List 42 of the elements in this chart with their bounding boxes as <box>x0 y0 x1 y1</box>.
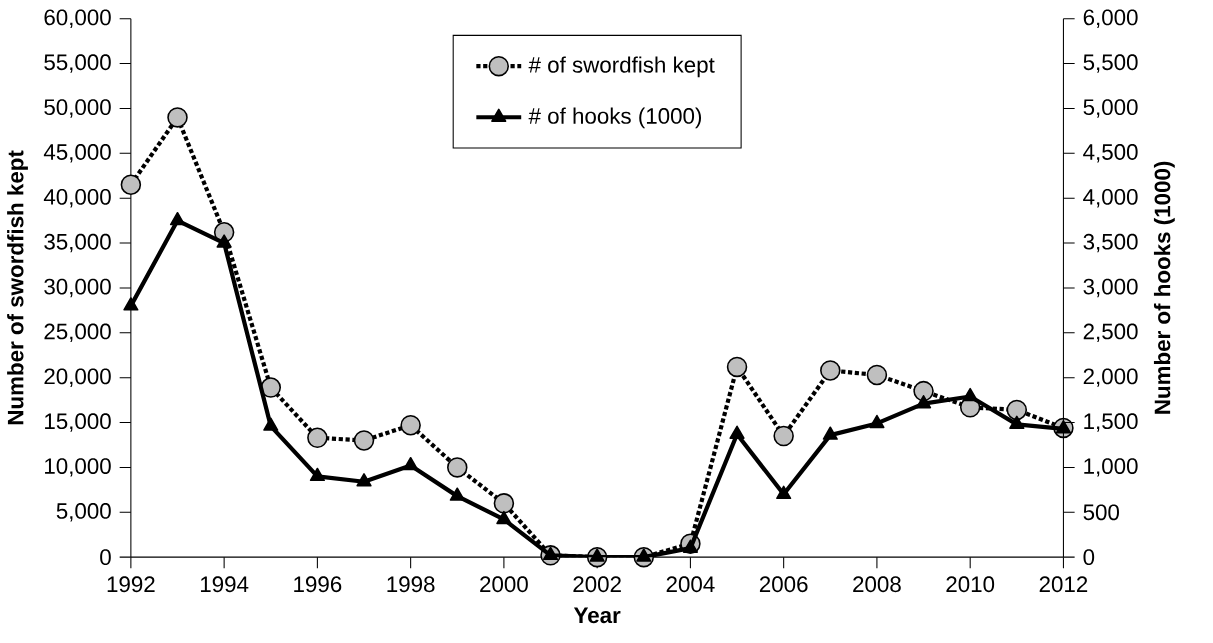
y-tick-label: 5,000 <box>56 503 111 522</box>
y-tick-label: 10,000 <box>45 458 111 477</box>
y2-tick-label: 6,000 <box>1083 9 1138 28</box>
x-tick-label: 2012 <box>1039 576 1088 593</box>
y-tick-label: 40,000 <box>43 188 111 208</box>
y-tick-label: 20,000 <box>44 368 111 387</box>
y-tick-label: 45,000 <box>43 144 111 163</box>
y2-tick-label: 2,000 <box>1083 368 1138 387</box>
x-tick-label: 2002 <box>573 576 621 593</box>
y-tick-label: 25,000 <box>44 323 111 342</box>
y2-tick-label: 3,000 <box>1083 278 1138 298</box>
y-tick-label: 0 <box>100 549 111 565</box>
x-tick-label: 1998 <box>387 576 435 593</box>
y2-tick-label: 1,500 <box>1084 413 1138 432</box>
x-tick-label: 2010 <box>946 576 995 593</box>
y2-tick-label: 4,000 <box>1083 188 1138 208</box>
legend-label: # of swordfish kept <box>528 56 715 78</box>
y2-tick-label: 0 <box>1083 549 1095 565</box>
y2-tick-label: 3,500 <box>1083 233 1138 253</box>
y2-tick-label: 4,500 <box>1083 144 1138 163</box>
legend-label: # of hooks (1000) <box>528 107 702 129</box>
y-tick-label: 55,000 <box>44 54 111 73</box>
y2-tick-label: 500 <box>1083 504 1119 521</box>
x-axis-title: Year <box>573 607 621 624</box>
x-tick-label: 2006 <box>759 576 808 593</box>
y-tick-label: 30,000 <box>44 278 111 298</box>
y2-tick-label: 5,500 <box>1083 54 1138 73</box>
y2-tick-label: 1,000 <box>1084 458 1138 477</box>
x-tick-label: 1992 <box>107 576 155 593</box>
y-tick-label: 50,000 <box>44 99 111 118</box>
y-tick-label: 35,000 <box>44 233 111 253</box>
y-tick-label: 15,000 <box>45 413 111 432</box>
x-tick-label: 2004 <box>666 576 715 593</box>
y2-axis-title: Number of hooks (1000) <box>1153 161 1175 414</box>
y-axis-title: Number of swordfish kept <box>7 150 28 425</box>
x-tick-label: 1994 <box>200 576 249 593</box>
x-tick-label: 2008 <box>853 576 901 593</box>
x-tick-label: 2000 <box>480 576 528 593</box>
y2-tick-label: 5,000 <box>1083 99 1138 118</box>
y-tick-label: 60,000 <box>44 9 111 28</box>
y2-tick-label: 2,500 <box>1083 323 1138 342</box>
x-tick-label: 1996 <box>294 576 342 593</box>
